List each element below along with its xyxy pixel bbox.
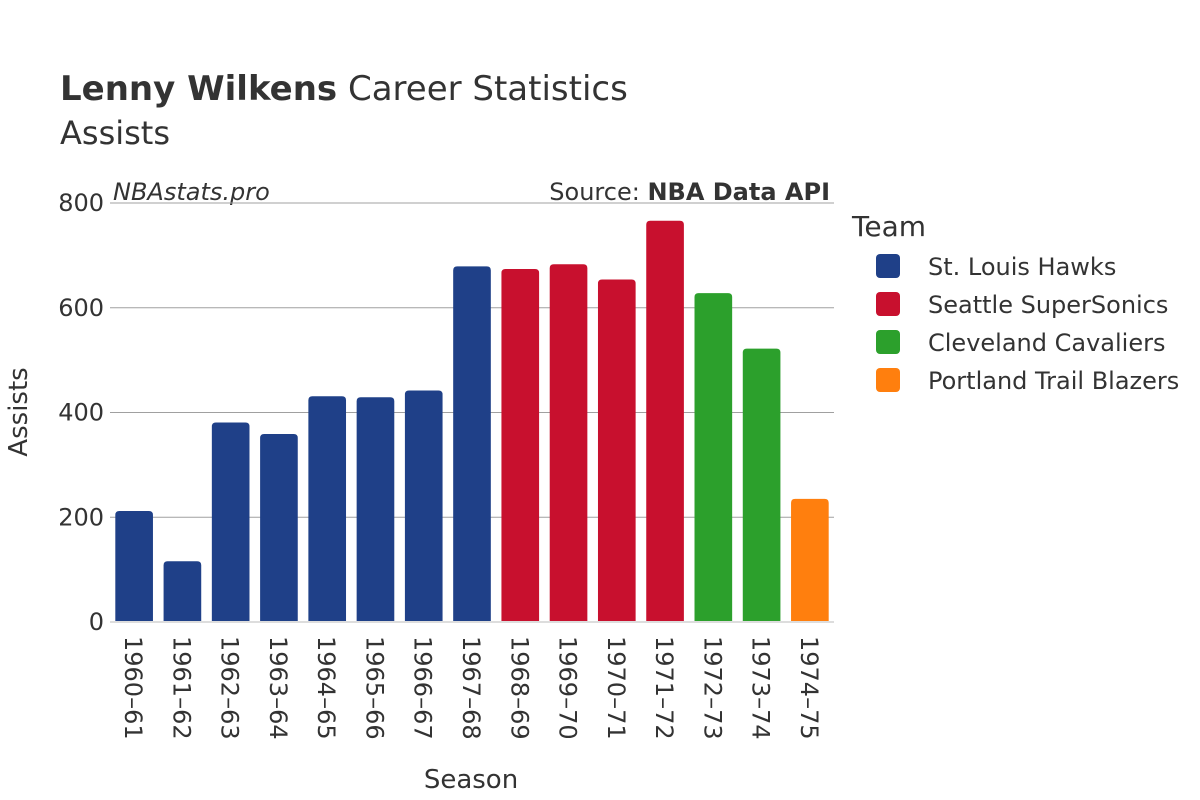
legend-title: Team <box>851 210 926 243</box>
bar-1974–75 <box>791 498 829 622</box>
x-tick-label: 1969–70 <box>554 636 582 740</box>
bar-1967–68 <box>453 266 491 622</box>
bar-1966–67 <box>404 390 443 622</box>
legend-swatch <box>876 254 900 278</box>
legend-label: St. Louis Hawks <box>928 253 1116 281</box>
source-name: NBA Data API <box>647 178 830 206</box>
y-tick-labels: 0 200 400 600 800 <box>58 189 104 636</box>
bar-1961–62 <box>163 561 202 622</box>
chart-subtitle: Assists <box>60 114 170 152</box>
x-axis-title: Season <box>424 765 518 795</box>
x-tick-label: 1960–61 <box>119 636 147 740</box>
y-tick-label: 0 <box>89 608 104 636</box>
x-tick-label: 1972–73 <box>698 636 726 740</box>
legend-label: Cleveland Cavaliers <box>928 329 1165 357</box>
legend-swatch <box>876 330 900 354</box>
x-tick-label: 1974–75 <box>795 636 823 740</box>
bar-1969–70 <box>549 264 588 622</box>
x-tick-label: 1968–69 <box>505 636 533 740</box>
legend-label: Seattle SuperSonics <box>928 291 1168 319</box>
y-tick-label: 600 <box>58 294 104 322</box>
y-tick-label: 200 <box>58 503 104 531</box>
x-tick-label: 1971–72 <box>650 636 678 740</box>
x-tick-label: 1973–74 <box>747 636 775 740</box>
chart-title-bold: Lenny Wilkens <box>60 69 337 109</box>
y-tick-label: 400 <box>58 399 104 427</box>
x-tick-label: 1967–68 <box>457 636 485 740</box>
y-axis-title: Assists <box>4 367 34 456</box>
bar-1971–72 <box>646 220 684 622</box>
source-credit: Source: NBA Data API <box>549 178 830 206</box>
legend-swatch <box>876 292 900 316</box>
bar-1968–69 <box>501 268 540 622</box>
legend-label: Portland Trail Blazers <box>928 367 1179 395</box>
x-tick-label: 1963–64 <box>264 636 292 740</box>
x-tick-label: 1966–67 <box>409 636 437 740</box>
chart-title-rest: Career Statistics <box>337 69 628 109</box>
site-watermark: NBAstats.pro <box>113 178 270 206</box>
x-tick-label: 1965–66 <box>360 636 388 740</box>
bar-series <box>115 220 829 622</box>
bar-1970–71 <box>597 279 636 622</box>
bar-1962–63 <box>211 422 250 622</box>
bar-1965–66 <box>356 397 395 622</box>
x-tick-label: 1962–63 <box>216 636 244 740</box>
bar-1963–64 <box>260 433 298 622</box>
y-tick-label: 800 <box>58 189 104 217</box>
legend: St. Louis Hawks Seattle SuperSonics Clevel… <box>876 253 1179 395</box>
bar-1964–65 <box>308 396 347 622</box>
x-tick-labels: 1960–61 1961–62 1962–63 1963–64 1964–65 1965–… <box>119 636 823 740</box>
legend-swatch <box>876 368 900 392</box>
chart-title: Lenny Wilkens Career Statistics <box>60 69 628 109</box>
bar-1960–61 <box>115 510 153 622</box>
x-tick-label: 1961–62 <box>167 636 195 740</box>
x-tick-label: 1970–71 <box>602 636 630 740</box>
bar-1972–73 <box>694 293 733 622</box>
bar-1973–74 <box>742 348 781 622</box>
x-tick-label: 1964–65 <box>312 636 340 740</box>
source-prefix: Source: <box>549 178 647 206</box>
